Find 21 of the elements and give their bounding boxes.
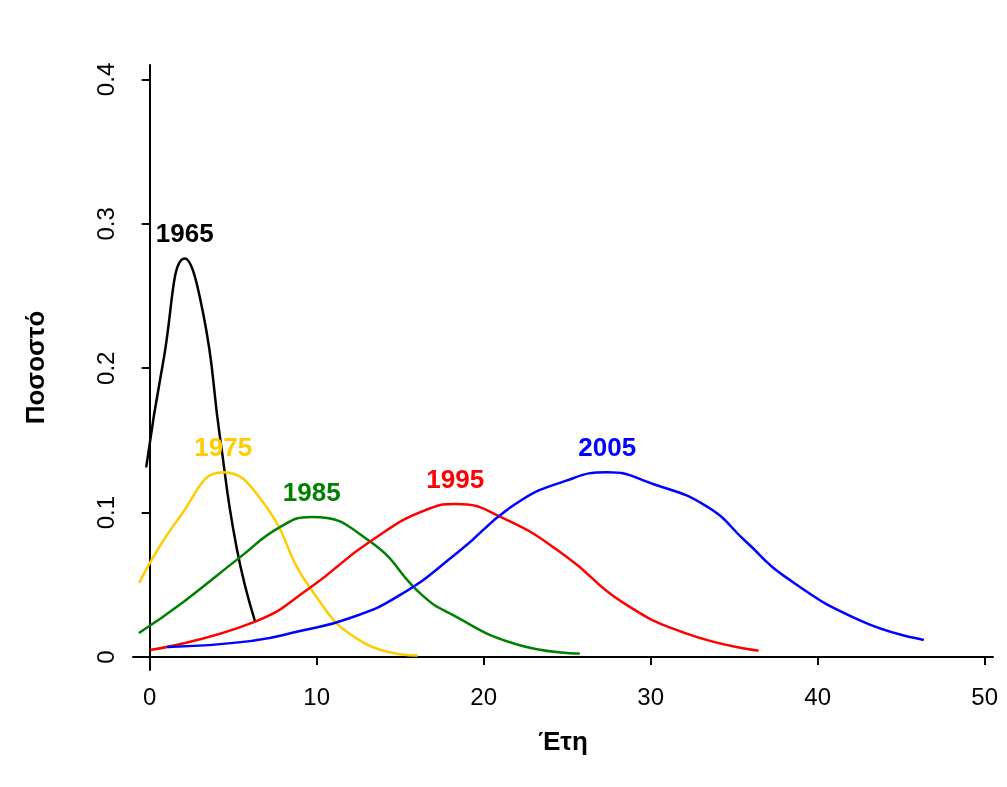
y-tick-label: 0.1 — [91, 495, 119, 530]
x-tick-label: 30 — [637, 682, 665, 710]
x-tick-label: 10 — [303, 682, 331, 710]
x-axis-title: Έτη — [538, 726, 588, 756]
series-label: 1985 — [282, 476, 341, 507]
series-label: 2005 — [578, 432, 637, 463]
y-tick-label: 0.2 — [91, 351, 119, 385]
x-tick-label: 20 — [470, 682, 498, 710]
x-tick-label: 40 — [804, 682, 832, 710]
line-series — [138, 515, 581, 655]
series-label: 1965 — [155, 218, 214, 249]
y-tick-label: 0 — [91, 650, 119, 664]
series-label: 1995 — [426, 463, 485, 494]
y-tick-label: 0.3 — [91, 207, 119, 241]
y-axis-title: Ποσοστό — [20, 310, 50, 425]
y-tick-label: 0.4 — [91, 62, 119, 97]
line-series — [166, 470, 925, 649]
x-tick-label: 0 — [143, 682, 157, 710]
line-series — [150, 502, 759, 652]
x-tick-label: 50 — [971, 682, 998, 710]
line-series — [138, 470, 419, 657]
